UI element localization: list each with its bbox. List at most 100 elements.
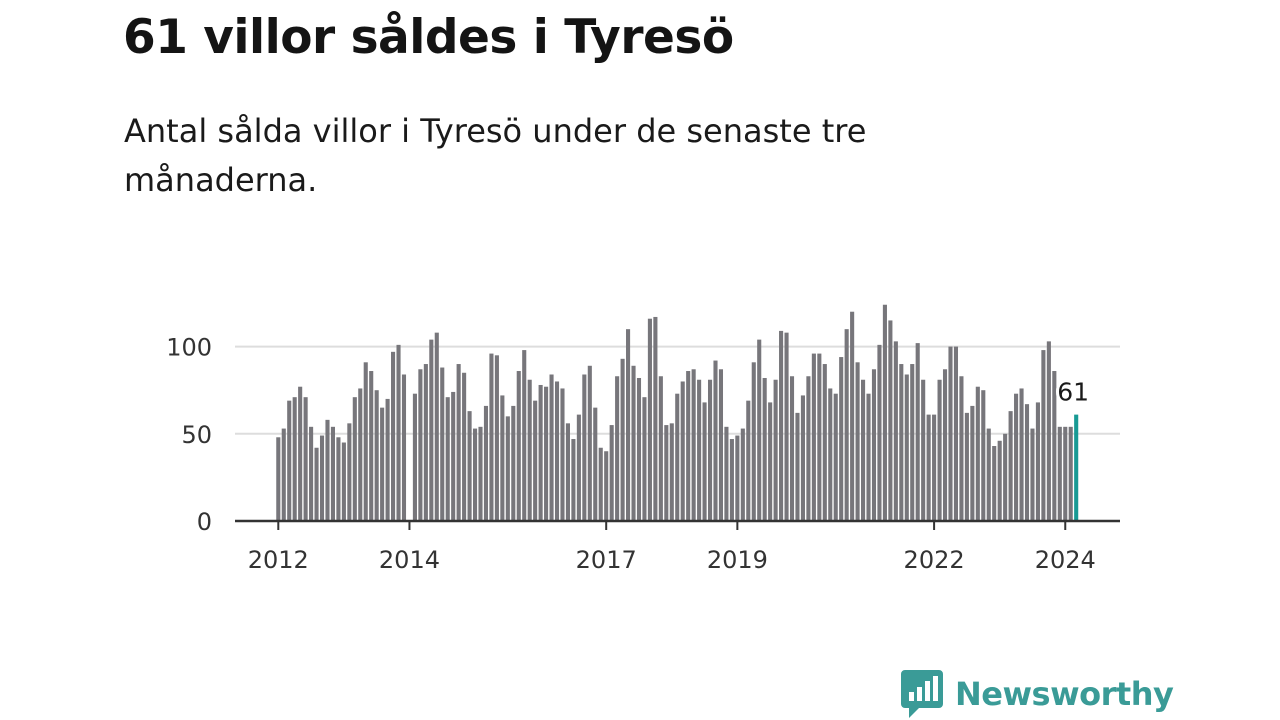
bar bbox=[1068, 426, 1073, 521]
bar bbox=[768, 402, 773, 521]
bar bbox=[604, 451, 609, 521]
x-tick-label: 2022 bbox=[904, 546, 965, 574]
bar bbox=[953, 346, 959, 521]
bar bbox=[806, 376, 811, 521]
bar bbox=[385, 398, 390, 521]
bar bbox=[910, 364, 915, 521]
x-tick-label: 2014 bbox=[379, 546, 440, 574]
bar bbox=[729, 439, 734, 521]
bar bbox=[571, 439, 576, 521]
bar bbox=[800, 395, 805, 521]
bar bbox=[298, 386, 303, 521]
bar bbox=[893, 341, 898, 521]
bar bbox=[707, 379, 713, 521]
bar bbox=[472, 428, 478, 521]
bar bbox=[861, 379, 866, 521]
labels: 0 50 100 2012 2014 2017 2019 2022 2024 61 bbox=[166, 334, 1096, 574]
bar bbox=[615, 376, 620, 521]
bar bbox=[915, 343, 920, 521]
bar bbox=[817, 353, 822, 521]
bar bbox=[276, 437, 281, 521]
bar bbox=[844, 329, 849, 521]
bar bbox=[626, 329, 631, 521]
bar bbox=[691, 369, 696, 521]
bar bbox=[959, 376, 964, 521]
bar bbox=[839, 357, 844, 521]
bar bbox=[330, 426, 335, 521]
bar bbox=[511, 405, 516, 521]
bar bbox=[1003, 433, 1008, 521]
bar bbox=[309, 426, 314, 521]
bar bbox=[582, 374, 587, 521]
bar bbox=[527, 379, 532, 521]
x-tick-label: 2019 bbox=[707, 546, 768, 574]
bar bbox=[347, 423, 352, 521]
bar bbox=[538, 384, 543, 521]
bar bbox=[576, 414, 581, 521]
bar bbox=[718, 369, 724, 521]
bar bbox=[1035, 402, 1040, 521]
bar bbox=[609, 425, 614, 521]
bar bbox=[680, 381, 685, 521]
bar bbox=[374, 390, 379, 521]
bar bbox=[795, 412, 800, 521]
bar bbox=[352, 397, 357, 521]
bar bbox=[516, 371, 521, 521]
bar bbox=[325, 419, 330, 521]
bar bbox=[964, 412, 969, 521]
bar bbox=[418, 369, 423, 521]
bar bbox=[369, 371, 374, 521]
bar bbox=[942, 369, 948, 521]
bar bbox=[478, 426, 483, 521]
bar bbox=[877, 344, 882, 521]
bar bbox=[554, 381, 560, 521]
bar bbox=[505, 416, 510, 521]
bar bbox=[779, 330, 784, 521]
bar bbox=[401, 374, 407, 521]
bar bbox=[702, 402, 707, 521]
bar bbox=[451, 391, 456, 521]
bar bbox=[904, 374, 909, 521]
bar bbox=[653, 316, 658, 521]
bar bbox=[380, 407, 385, 521]
bar bbox=[565, 423, 570, 521]
bar bbox=[675, 393, 680, 521]
bar bbox=[423, 364, 428, 521]
bar bbox=[336, 437, 341, 521]
bar bbox=[1046, 341, 1051, 521]
bar bbox=[483, 405, 489, 521]
bar bbox=[784, 332, 789, 521]
bar bbox=[713, 360, 718, 521]
x-tick-label: 2017 bbox=[576, 546, 637, 574]
bar bbox=[1063, 426, 1068, 521]
bar bbox=[500, 395, 505, 521]
bar bbox=[746, 400, 751, 521]
bar bbox=[620, 358, 625, 521]
bar bbox=[533, 400, 538, 521]
bar bbox=[855, 362, 860, 521]
bar bbox=[281, 428, 286, 521]
bar bbox=[828, 388, 833, 521]
bar bbox=[319, 435, 325, 521]
bar bbox=[1014, 393, 1019, 521]
bar bbox=[735, 435, 740, 521]
bar bbox=[970, 405, 975, 521]
bar bbox=[489, 353, 494, 521]
bar bbox=[1041, 350, 1046, 521]
bar bbox=[986, 428, 991, 521]
bar bbox=[598, 447, 603, 521]
bar bbox=[522, 350, 527, 521]
bar bbox=[888, 320, 893, 521]
y-tick-label: 0 bbox=[197, 508, 212, 536]
newsworthy-logo-icon bbox=[901, 670, 943, 718]
bar bbox=[1019, 388, 1024, 521]
bar bbox=[740, 428, 745, 521]
bar bbox=[647, 318, 652, 521]
bar bbox=[926, 414, 931, 521]
x-tick-label: 2024 bbox=[1035, 546, 1096, 574]
bar bbox=[882, 304, 887, 521]
highlight-value-label: 61 bbox=[1057, 378, 1089, 407]
bar bbox=[391, 351, 396, 521]
bar bbox=[636, 377, 642, 521]
bar-chart: 0 50 100 2012 2014 2017 2019 2022 2024 61 bbox=[166, 304, 1120, 574]
